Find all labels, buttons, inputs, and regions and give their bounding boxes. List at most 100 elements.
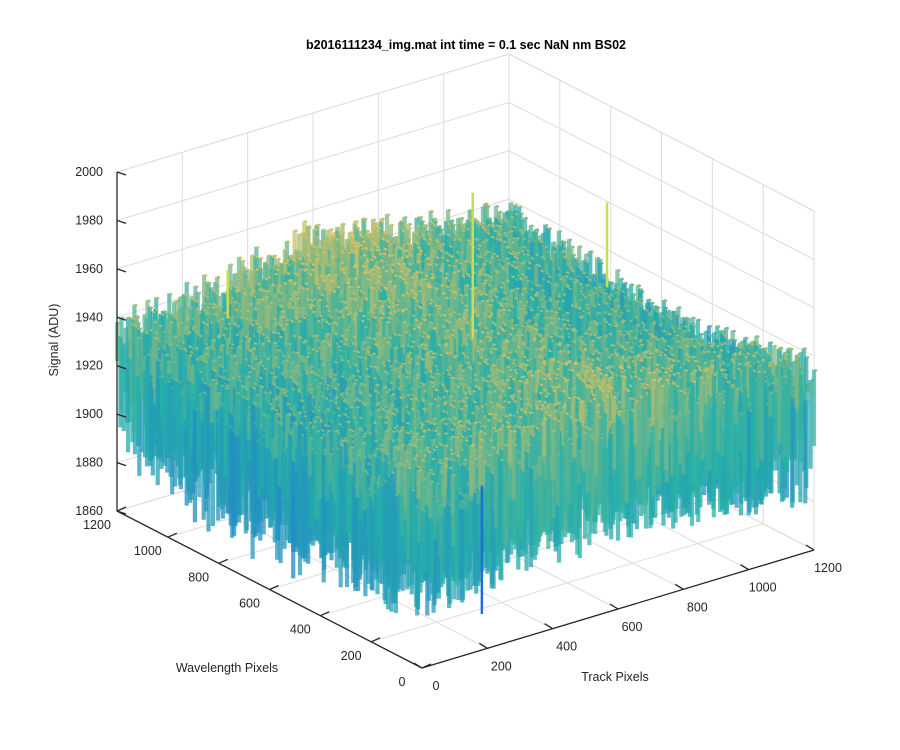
surface-strand-top bbox=[527, 254, 530, 255]
surface-strand-top bbox=[555, 247, 558, 248]
surface-strand-top bbox=[616, 299, 619, 300]
surface-strand-top bbox=[366, 234, 369, 235]
surface-strand-top bbox=[384, 249, 387, 250]
surface-strand-top bbox=[597, 312, 600, 313]
surface-strand-top bbox=[466, 229, 469, 230]
surface-strand-top bbox=[563, 294, 566, 295]
surface-strand-top bbox=[501, 266, 504, 267]
surface-strand-top bbox=[541, 271, 544, 272]
surface-strand-top bbox=[549, 300, 552, 301]
surface-strand-top bbox=[536, 264, 539, 265]
surface-strand-top bbox=[479, 257, 482, 258]
surface-strand-top bbox=[381, 222, 384, 223]
surface-strand-top bbox=[446, 260, 449, 261]
surface-strand-top bbox=[306, 255, 309, 256]
surface-strand-top bbox=[482, 222, 485, 223]
surface-strand-top bbox=[554, 284, 557, 285]
surface-strand-top bbox=[582, 270, 585, 271]
surface-strand-top bbox=[666, 315, 669, 316]
surface-strand-top bbox=[519, 206, 522, 207]
surface-strand-top bbox=[693, 326, 696, 327]
surface-strand-top bbox=[494, 231, 497, 232]
surface-strand-top bbox=[572, 271, 575, 272]
surface-strand-top bbox=[648, 314, 651, 315]
surface-strand-top bbox=[590, 251, 593, 252]
surface-strand-top bbox=[566, 313, 569, 314]
surface-strand-top bbox=[303, 232, 306, 233]
surface-strand-top bbox=[486, 274, 489, 275]
surface-strand-top bbox=[357, 246, 360, 247]
surface-strand-top bbox=[545, 225, 548, 226]
surface-strand-top bbox=[515, 205, 518, 206]
surface-strand-top bbox=[528, 263, 531, 264]
surface-strand-top bbox=[506, 247, 509, 248]
surface-strand-top bbox=[416, 272, 419, 273]
surface-strand-top bbox=[252, 255, 255, 256]
surface-strand-top bbox=[310, 244, 313, 245]
surface-strand-top bbox=[419, 291, 422, 292]
surface-strand-top bbox=[353, 252, 356, 253]
surface-strand-top bbox=[348, 252, 351, 253]
surface-strand-top bbox=[401, 257, 404, 258]
surface-strand-top bbox=[511, 290, 514, 291]
surface-strand-top bbox=[542, 290, 545, 291]
surface-strand-top bbox=[285, 249, 288, 250]
surface-strand-top bbox=[482, 228, 485, 229]
surface-strand-top bbox=[516, 288, 519, 289]
surface-strand-top bbox=[597, 258, 600, 259]
surface-strand-top bbox=[664, 300, 667, 301]
surface-strand-top bbox=[453, 272, 456, 273]
surface-strand-top bbox=[309, 274, 312, 275]
surface-strand-top bbox=[517, 253, 520, 254]
surface-strand-top bbox=[422, 221, 425, 222]
surface-strand-top bbox=[549, 298, 552, 299]
surface-strand-top bbox=[595, 274, 598, 275]
surface-strand-top bbox=[599, 287, 602, 288]
surface-strand-top bbox=[436, 257, 439, 258]
surface-strand-top bbox=[374, 266, 377, 267]
surface-strand-top bbox=[511, 203, 514, 204]
surface-strand-top bbox=[348, 279, 351, 280]
surface-strand-top bbox=[650, 312, 653, 313]
surface-strand-top bbox=[405, 273, 408, 274]
surface-strand-top bbox=[404, 250, 407, 251]
surface-strand-top bbox=[382, 239, 385, 240]
surface-strand-top bbox=[498, 234, 501, 235]
surface-strand-top bbox=[572, 246, 575, 247]
surface-strand-top bbox=[525, 277, 528, 278]
surface-strand-top bbox=[597, 304, 600, 305]
surface-strand-top bbox=[627, 311, 630, 312]
surface-strand-top bbox=[525, 218, 528, 219]
surface-strand-top bbox=[299, 234, 302, 235]
surface-strand-top bbox=[506, 258, 509, 259]
surface-strand-top bbox=[420, 272, 423, 273]
surface-strand-top bbox=[588, 280, 591, 281]
surface-strand-top bbox=[431, 222, 434, 223]
surface-strand-top bbox=[575, 279, 578, 280]
surface-strand-top bbox=[383, 254, 386, 255]
surface-strand-top bbox=[603, 278, 606, 279]
surface-strand-top bbox=[410, 245, 413, 246]
surface-strand-top bbox=[617, 270, 620, 271]
surface-strand-top bbox=[617, 306, 620, 307]
surface-strand-top bbox=[411, 277, 414, 278]
surface-strand-top bbox=[558, 294, 561, 295]
surface-strand-top bbox=[536, 231, 539, 232]
surface-strand-top bbox=[486, 251, 489, 252]
surface-strand-top bbox=[474, 219, 477, 220]
surface-strand-top bbox=[521, 232, 524, 233]
surface-strand-top bbox=[484, 280, 487, 281]
surface-strand-top bbox=[641, 306, 644, 307]
surface-strand-top bbox=[479, 274, 482, 275]
surface-strand-top bbox=[489, 262, 492, 263]
surface-strand-top bbox=[558, 274, 561, 275]
surface-strand-top bbox=[521, 294, 524, 295]
surface-strand-top bbox=[468, 244, 471, 245]
surface-strand-top bbox=[453, 224, 456, 225]
surface-strand-top bbox=[338, 230, 341, 231]
surface-strand-top bbox=[638, 285, 641, 286]
surface-strand-top bbox=[569, 266, 572, 267]
surface-strand-top bbox=[260, 258, 263, 259]
surface-strand-top bbox=[362, 242, 365, 243]
